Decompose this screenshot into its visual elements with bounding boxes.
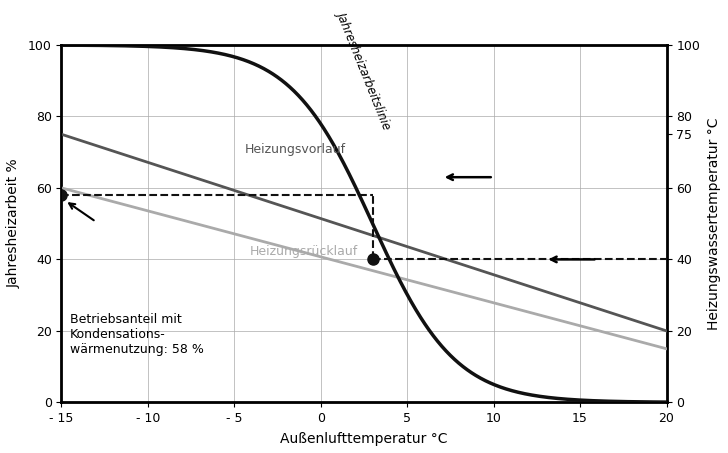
Y-axis label: Jahresheizarbeit %: Jahresheizarbeit %: [7, 159, 21, 289]
Text: Heizungsvorlauf: Heizungsvorlauf: [245, 143, 345, 156]
Text: Heizungsrücklauf: Heizungsrücklauf: [250, 245, 357, 258]
Y-axis label: Heizungswassertemperatur °C: Heizungswassertemperatur °C: [707, 117, 721, 330]
Text: Jahresheizarbeitslinie: Jahresheizarbeitslinie: [335, 9, 394, 131]
Text: Betriebsanteil mit
Kondensations-
wärmenutzung: 58 %: Betriebsanteil mit Kondensations- wärmen…: [70, 313, 204, 356]
X-axis label: Außenlufttemperatur °C: Außenlufttemperatur °C: [280, 432, 448, 446]
